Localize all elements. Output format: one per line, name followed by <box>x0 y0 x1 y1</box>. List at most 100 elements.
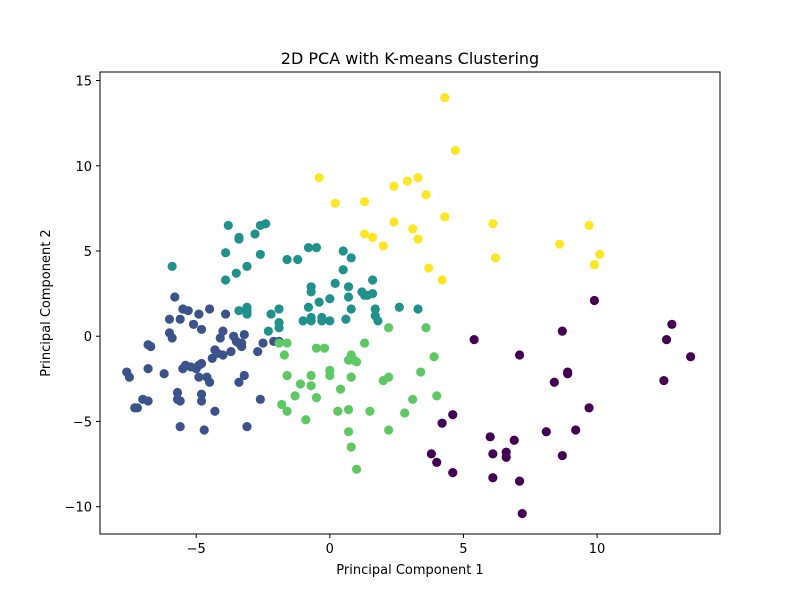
data-point <box>589 260 599 270</box>
plot-area: −5 0 5 10 −10 −5 0 5 10 15 <box>65 71 721 557</box>
data-point <box>242 309 252 319</box>
data-point <box>394 302 404 312</box>
data-point <box>501 452 511 462</box>
points-layer <box>122 92 696 519</box>
data-point <box>429 352 439 362</box>
data-point <box>490 253 501 263</box>
chart-title: 2D PCA with K-means Clustering <box>281 49 539 68</box>
data-point <box>234 377 244 387</box>
data-point <box>413 234 423 244</box>
data-point <box>301 415 311 425</box>
data-point <box>343 427 354 437</box>
data-point <box>359 229 370 239</box>
data-point <box>346 304 356 314</box>
data-point <box>343 292 354 302</box>
data-point <box>263 326 273 336</box>
cluster-0 <box>426 295 696 519</box>
y-tick-label: 15 <box>75 75 92 90</box>
data-point <box>659 375 669 386</box>
data-point <box>330 198 340 208</box>
data-point <box>226 346 236 357</box>
data-point <box>448 410 458 420</box>
data-point <box>330 278 340 288</box>
data-point <box>210 406 220 416</box>
data-point <box>314 297 324 307</box>
data-point <box>373 316 383 326</box>
data-point <box>266 309 276 319</box>
data-point <box>333 406 343 416</box>
data-point <box>311 343 322 353</box>
data-point <box>221 309 231 319</box>
data-point <box>432 391 442 401</box>
data-point <box>424 263 434 273</box>
data-point <box>450 145 461 156</box>
data-point <box>223 220 233 231</box>
data-point <box>242 261 252 271</box>
data-point <box>261 219 271 229</box>
data-point <box>346 442 356 452</box>
data-point <box>346 372 356 382</box>
data-point <box>319 343 330 353</box>
data-point <box>293 254 303 265</box>
data-point <box>413 304 423 314</box>
data-point <box>274 304 284 314</box>
data-point <box>274 338 284 348</box>
data-point <box>242 421 252 432</box>
data-point <box>343 404 354 415</box>
data-point <box>469 335 479 345</box>
data-point <box>279 350 289 360</box>
data-point <box>571 425 581 435</box>
data-point <box>402 176 412 186</box>
data-point <box>282 406 292 416</box>
data-point <box>413 173 423 183</box>
data-point <box>341 314 351 324</box>
data-point <box>541 427 551 437</box>
data-point <box>124 372 134 382</box>
data-point <box>175 314 185 324</box>
data-point <box>282 370 292 381</box>
data-point <box>421 323 431 333</box>
data-point <box>384 425 394 435</box>
data-point <box>250 229 260 239</box>
data-point <box>338 246 348 256</box>
data-point <box>351 357 362 367</box>
data-point <box>218 326 228 336</box>
data-point <box>234 306 244 316</box>
data-point <box>175 396 185 406</box>
y-tick-label: 10 <box>75 160 92 175</box>
data-point <box>146 341 156 352</box>
data-point <box>400 408 410 418</box>
data-point <box>314 173 324 183</box>
cluster-2 <box>167 219 423 336</box>
y-axis-ticks: −10 −5 0 5 10 15 <box>65 75 100 516</box>
data-point <box>517 508 527 519</box>
data-point <box>488 219 498 229</box>
data-point <box>175 421 185 432</box>
x-axis-label: Principal Component 1 <box>336 563 483 578</box>
data-point <box>563 367 573 377</box>
data-point <box>359 338 370 348</box>
cluster-3 <box>274 323 442 474</box>
data-point <box>343 282 354 292</box>
data-point <box>584 220 594 231</box>
data-point <box>555 239 565 249</box>
x-tick-label: 10 <box>589 542 606 557</box>
data-point <box>325 370 335 381</box>
data-point <box>218 350 228 360</box>
data-point <box>277 399 287 410</box>
cluster-1 <box>122 292 284 435</box>
data-point <box>437 418 447 428</box>
data-point <box>237 341 247 352</box>
data-point <box>239 370 249 381</box>
data-point <box>196 358 207 369</box>
data-point <box>298 316 308 326</box>
data-point <box>661 335 672 345</box>
y-tick-label: −10 <box>65 501 92 516</box>
data-point <box>290 391 300 401</box>
data-point <box>311 393 322 403</box>
data-point <box>204 304 215 314</box>
data-point <box>255 394 265 404</box>
data-point <box>221 248 231 258</box>
